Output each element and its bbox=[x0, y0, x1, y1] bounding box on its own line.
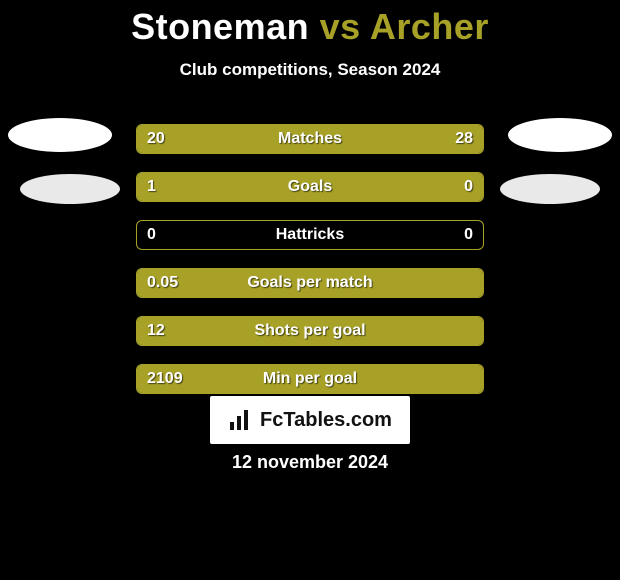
row-value-right: 0 bbox=[464, 221, 473, 249]
row-label: Goals bbox=[137, 173, 483, 201]
comparison-row: 0Hattricks0 bbox=[136, 220, 484, 250]
comparison-row: 20Matches28 bbox=[136, 124, 484, 154]
title-player2: Archer bbox=[370, 6, 489, 47]
comparison-rows: 20Matches281Goals00Hattricks00.05Goals p… bbox=[136, 124, 484, 412]
brand-badge-inner: FcTables.com bbox=[210, 396, 410, 444]
avatar-player2-club bbox=[508, 118, 612, 152]
title-player1: Stoneman bbox=[131, 6, 309, 47]
avatar-player1-club bbox=[8, 118, 112, 152]
row-value-right: 0 bbox=[464, 173, 473, 201]
comparison-row: 0.05Goals per match bbox=[136, 268, 484, 298]
comparison-row: 2109Min per goal bbox=[136, 364, 484, 394]
row-label: Matches bbox=[137, 125, 483, 153]
date-text: 12 november 2024 bbox=[0, 452, 620, 473]
subtitle: Club competitions, Season 2024 bbox=[0, 60, 620, 80]
stage: Stoneman vs Archer Club competitions, Se… bbox=[0, 0, 620, 580]
row-label: Min per goal bbox=[137, 365, 483, 393]
brand-badge: FcTables.com bbox=[0, 396, 620, 444]
row-value-right: 28 bbox=[455, 125, 473, 153]
avatar-player2-nation bbox=[500, 174, 600, 204]
row-label: Shots per goal bbox=[137, 317, 483, 345]
comparison-row: 12Shots per goal bbox=[136, 316, 484, 346]
avatar-player1-nation bbox=[20, 174, 120, 204]
bar-chart-icon bbox=[228, 408, 252, 432]
row-label: Goals per match bbox=[137, 269, 483, 297]
row-label: Hattricks bbox=[137, 221, 483, 249]
page-title: Stoneman vs Archer bbox=[0, 6, 620, 48]
brand-badge-text: FcTables.com bbox=[260, 409, 392, 432]
title-vs: vs bbox=[320, 6, 361, 47]
comparison-row: 1Goals0 bbox=[136, 172, 484, 202]
